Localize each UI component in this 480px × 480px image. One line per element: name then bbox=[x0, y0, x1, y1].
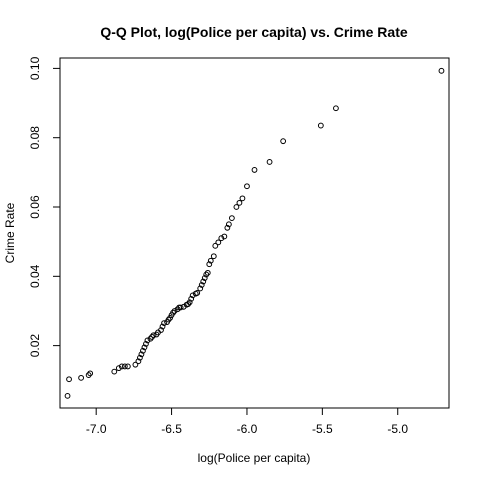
data-point bbox=[141, 344, 148, 351]
data-point bbox=[236, 199, 243, 206]
data-point bbox=[266, 159, 273, 165]
data-point bbox=[137, 354, 143, 361]
y-axis: 0.02 0.04 0.06 0.08 0.10 bbox=[28, 56, 61, 358]
data-point bbox=[159, 323, 166, 330]
data-point bbox=[170, 309, 176, 316]
data-point bbox=[201, 275, 208, 281]
data-points bbox=[64, 67, 445, 399]
data-point bbox=[85, 372, 92, 378]
y-tick-label: 0.10 bbox=[28, 56, 42, 80]
data-point bbox=[244, 183, 250, 190]
data-point bbox=[66, 376, 72, 383]
data-point bbox=[64, 392, 71, 399]
data-point bbox=[149, 334, 155, 340]
data-point bbox=[185, 301, 192, 307]
data-point bbox=[207, 257, 214, 264]
x-tick-label: -6.0 bbox=[237, 422, 258, 436]
y-axis-title: Crime Rate bbox=[3, 202, 17, 263]
data-point bbox=[233, 204, 240, 210]
data-point bbox=[115, 365, 122, 372]
data-point bbox=[280, 138, 287, 145]
data-point bbox=[204, 269, 211, 276]
data-point bbox=[317, 122, 324, 129]
data-point bbox=[87, 370, 94, 377]
data-point bbox=[215, 239, 222, 246]
data-point bbox=[124, 363, 131, 370]
data-point bbox=[194, 290, 201, 296]
x-tick-label: -6.5 bbox=[161, 422, 182, 436]
data-point bbox=[174, 306, 181, 313]
data-point bbox=[188, 295, 195, 302]
data-point bbox=[161, 320, 167, 326]
plot-frame bbox=[59, 57, 450, 409]
x-tick-label: -5.5 bbox=[312, 422, 333, 436]
data-point bbox=[438, 67, 445, 74]
data-point bbox=[239, 195, 246, 202]
data-point bbox=[197, 285, 204, 292]
x-tick-label: -7.0 bbox=[86, 422, 107, 436]
y-tick-label: 0.04 bbox=[28, 264, 42, 288]
data-point bbox=[210, 253, 217, 260]
data-point bbox=[221, 233, 228, 240]
data-point bbox=[177, 304, 184, 311]
data-point bbox=[144, 337, 151, 344]
data-point bbox=[150, 332, 157, 339]
data-point bbox=[251, 167, 258, 173]
data-point bbox=[165, 316, 172, 323]
data-point bbox=[167, 315, 173, 321]
data-point bbox=[333, 105, 339, 112]
x-axis: -7.0 -6.5 -6.0 -5.5 -5.0 bbox=[86, 407, 408, 436]
data-point bbox=[138, 351, 145, 358]
data-point bbox=[78, 374, 85, 381]
y-tick-label: 0.02 bbox=[28, 334, 42, 358]
data-point bbox=[200, 278, 207, 285]
y-tick-label: 0.06 bbox=[28, 195, 42, 219]
y-tick-label: 0.08 bbox=[28, 126, 42, 150]
data-point bbox=[224, 224, 231, 231]
data-point bbox=[203, 271, 210, 278]
data-point bbox=[140, 347, 146, 354]
data-point bbox=[143, 340, 149, 347]
data-point bbox=[132, 361, 139, 368]
data-point bbox=[189, 292, 196, 299]
x-tick-label: -5.0 bbox=[387, 422, 408, 436]
data-point bbox=[111, 368, 118, 375]
x-axis-title: log(Police per capita) bbox=[198, 451, 311, 465]
data-point bbox=[147, 335, 154, 342]
data-point bbox=[158, 327, 164, 333]
data-point bbox=[225, 221, 232, 228]
data-point bbox=[206, 261, 213, 268]
data-point bbox=[171, 308, 178, 314]
data-point bbox=[118, 363, 125, 370]
data-point bbox=[228, 215, 235, 221]
data-point bbox=[186, 299, 193, 306]
data-point bbox=[218, 235, 225, 242]
data-point bbox=[198, 282, 205, 288]
data-point bbox=[135, 358, 142, 365]
data-point bbox=[121, 363, 128, 370]
chart-title: Q-Q Plot, log(Police per capita) vs. Cri… bbox=[100, 24, 408, 40]
data-point bbox=[212, 242, 219, 249]
